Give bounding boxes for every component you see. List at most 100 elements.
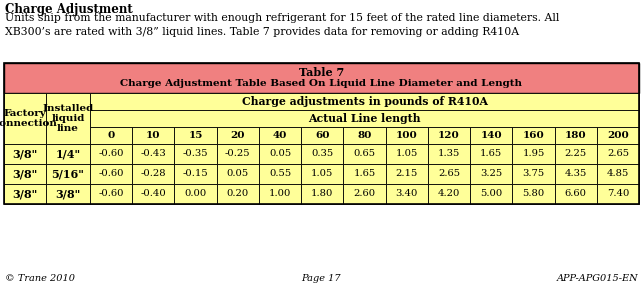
Text: -0.60: -0.60	[98, 170, 124, 178]
Text: Charge Adjustment: Charge Adjustment	[5, 3, 132, 16]
Bar	[597, 144, 639, 164]
Bar	[512, 127, 554, 144]
Text: -0.60: -0.60	[98, 150, 124, 158]
Bar	[554, 164, 597, 184]
Text: 3/8": 3/8"	[12, 168, 38, 180]
Text: 10: 10	[146, 131, 161, 140]
Bar	[428, 184, 470, 204]
Bar	[343, 184, 386, 204]
Bar	[90, 184, 132, 204]
Text: 1.35: 1.35	[438, 150, 460, 158]
Text: 3.25: 3.25	[480, 170, 502, 178]
Text: 1.95: 1.95	[522, 150, 545, 158]
Text: 6.60: 6.60	[565, 190, 586, 198]
Bar	[259, 164, 301, 184]
Text: APP-APG015-EN: APP-APG015-EN	[556, 274, 638, 283]
Text: 1.65: 1.65	[354, 170, 376, 178]
Text: 7.40: 7.40	[607, 190, 629, 198]
Text: 0.05: 0.05	[227, 170, 249, 178]
Bar	[343, 144, 386, 164]
Text: 0.00: 0.00	[185, 190, 206, 198]
Text: -0.28: -0.28	[141, 170, 166, 178]
Bar	[259, 144, 301, 164]
Bar	[90, 93, 639, 110]
Text: 4.20: 4.20	[438, 190, 460, 198]
Text: Factory
Connection: Factory Connection	[0, 109, 58, 128]
Bar	[428, 144, 470, 164]
Text: 160: 160	[523, 131, 544, 140]
Text: 3/8": 3/8"	[12, 148, 38, 160]
Bar	[4, 164, 46, 184]
Text: Table 7: Table 7	[299, 68, 344, 78]
Text: 180: 180	[565, 131, 586, 140]
Text: 0.35: 0.35	[311, 150, 333, 158]
Text: 2.65: 2.65	[607, 150, 629, 158]
Bar	[554, 127, 597, 144]
Text: Installed
liquid
line: Installed liquid line	[42, 104, 94, 133]
Bar	[217, 144, 259, 164]
Bar	[428, 164, 470, 184]
Text: 0: 0	[107, 131, 114, 140]
Text: 1.05: 1.05	[311, 170, 334, 178]
Bar	[470, 184, 512, 204]
Text: 120: 120	[438, 131, 460, 140]
Text: 2.65: 2.65	[438, 170, 460, 178]
Bar	[4, 63, 639, 204]
Text: 2.60: 2.60	[354, 190, 376, 198]
Text: 1.05: 1.05	[395, 150, 418, 158]
Text: 40: 40	[273, 131, 287, 140]
Bar	[46, 144, 90, 164]
Bar	[217, 184, 259, 204]
Bar	[90, 144, 132, 164]
Bar	[174, 184, 217, 204]
Bar	[301, 144, 343, 164]
Text: -0.25: -0.25	[225, 150, 251, 158]
Bar	[217, 164, 259, 184]
Bar	[46, 93, 90, 144]
Text: Page 17: Page 17	[301, 274, 341, 283]
Text: 3/8": 3/8"	[55, 188, 80, 200]
Bar	[90, 127, 132, 144]
Bar	[4, 144, 46, 164]
Bar	[217, 127, 259, 144]
Text: 1.00: 1.00	[269, 190, 291, 198]
Bar	[132, 144, 174, 164]
Text: -0.60: -0.60	[98, 190, 124, 198]
Bar	[597, 184, 639, 204]
Bar	[386, 164, 428, 184]
Text: 100: 100	[396, 131, 417, 140]
Bar	[4, 93, 46, 144]
Text: 3.40: 3.40	[395, 190, 418, 198]
Bar	[386, 127, 428, 144]
Text: 1/4": 1/4"	[55, 148, 80, 160]
Bar	[174, 127, 217, 144]
Text: -0.35: -0.35	[183, 150, 208, 158]
Text: 3/8": 3/8"	[12, 188, 38, 200]
Bar	[301, 127, 343, 144]
Text: 1.80: 1.80	[311, 190, 334, 198]
Bar	[512, 164, 554, 184]
Text: -0.43: -0.43	[140, 150, 167, 158]
Bar	[90, 110, 639, 127]
Text: 1.65: 1.65	[480, 150, 502, 158]
Text: © Trane 2010: © Trane 2010	[5, 274, 75, 283]
Bar	[301, 164, 343, 184]
Text: 5.00: 5.00	[480, 190, 502, 198]
Bar	[46, 164, 90, 184]
Bar	[343, 127, 386, 144]
Text: 3.75: 3.75	[522, 170, 545, 178]
Bar	[4, 184, 46, 204]
Text: 60: 60	[315, 131, 329, 140]
Bar	[428, 127, 470, 144]
Bar	[554, 144, 597, 164]
Text: Charge Adjustment Table Based On Liquid Line Diameter and Length: Charge Adjustment Table Based On Liquid …	[120, 78, 523, 87]
Text: 5/16": 5/16"	[51, 168, 84, 180]
Text: Charge adjustments in pounds of R410A: Charge adjustments in pounds of R410A	[242, 96, 487, 107]
Text: 15: 15	[188, 131, 203, 140]
Bar	[512, 184, 554, 204]
Text: 2.15: 2.15	[395, 170, 418, 178]
Text: 2.25: 2.25	[565, 150, 587, 158]
Bar	[470, 144, 512, 164]
Text: 0.20: 0.20	[227, 190, 249, 198]
Bar	[597, 127, 639, 144]
